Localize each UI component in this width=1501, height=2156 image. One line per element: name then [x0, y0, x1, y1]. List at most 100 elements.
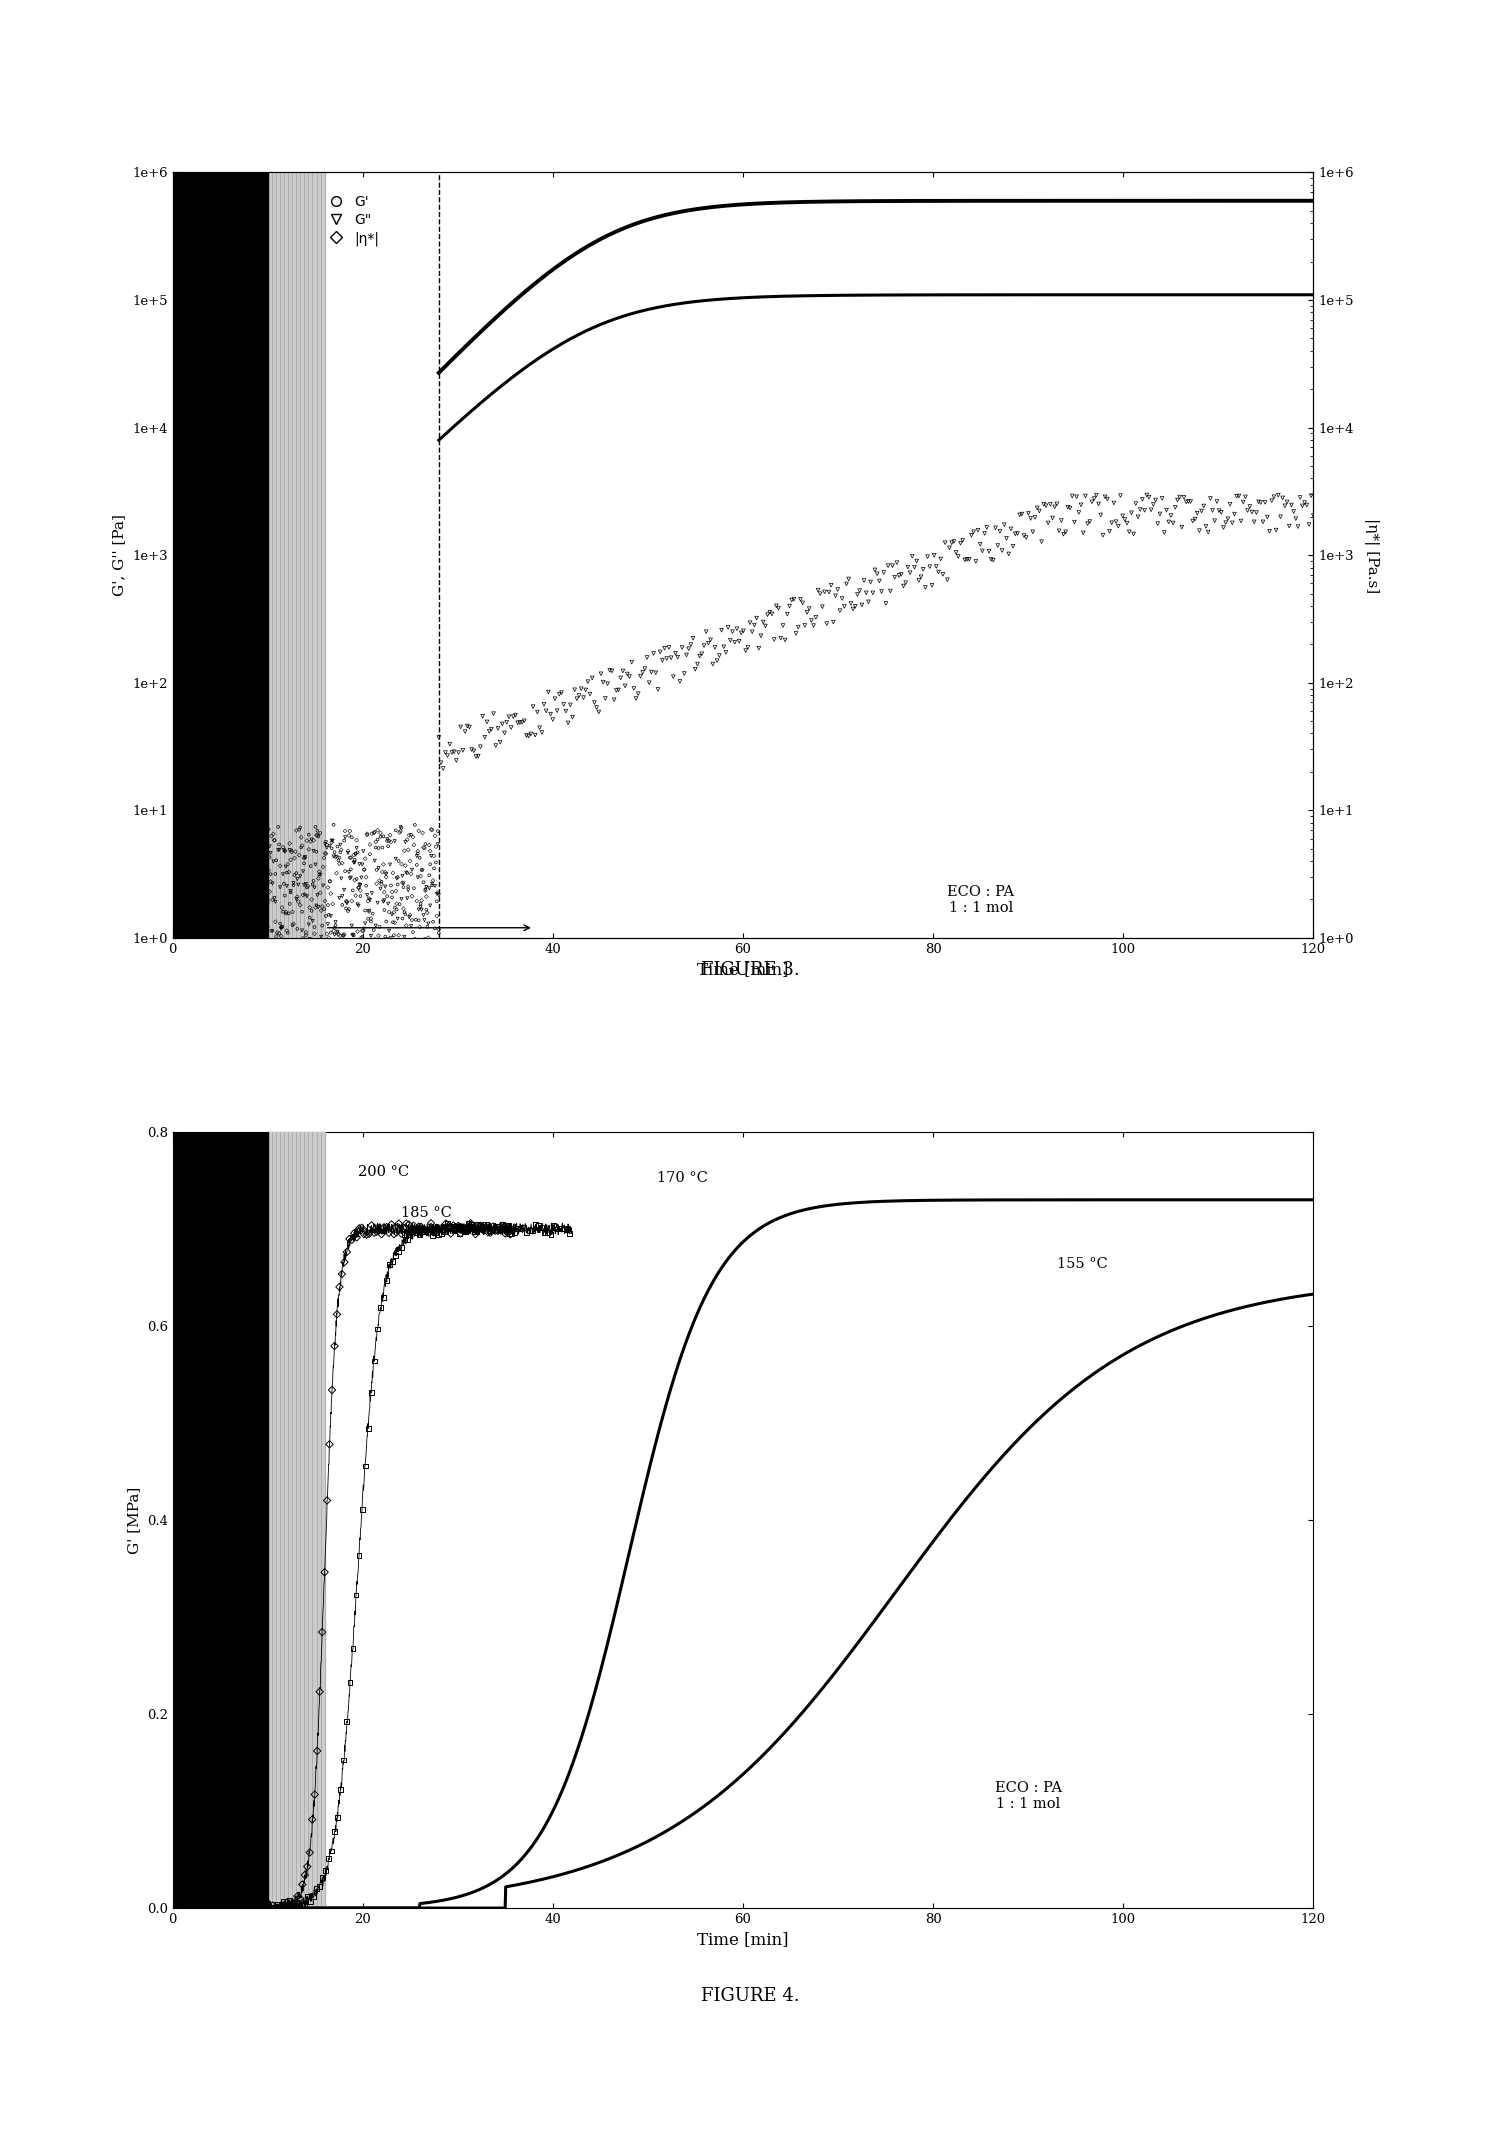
Point — [1117, 515, 1141, 550]
Point — [336, 893, 360, 927]
Point — [290, 830, 314, 865]
Point — [1190, 494, 1214, 528]
Point — [1054, 515, 1078, 550]
Point — [413, 873, 437, 908]
Point — [365, 852, 389, 886]
Point — [907, 563, 931, 597]
Point — [1253, 485, 1277, 520]
Point — [576, 664, 600, 699]
Point — [347, 867, 371, 901]
Point — [413, 923, 437, 957]
Point — [611, 653, 635, 688]
Point — [261, 1889, 285, 1923]
Point — [399, 1214, 423, 1248]
Point — [345, 830, 369, 865]
Point — [467, 740, 491, 774]
Point — [911, 552, 935, 586]
Point — [910, 561, 934, 595]
Point — [293, 839, 317, 873]
Point — [1058, 492, 1082, 526]
Point — [398, 925, 422, 959]
Point — [263, 824, 287, 858]
Point — [276, 847, 300, 882]
Point — [401, 819, 425, 854]
Point — [353, 1449, 377, 1483]
Point — [300, 867, 324, 901]
Point — [1301, 498, 1325, 533]
Point — [693, 614, 717, 649]
Point — [300, 821, 324, 856]
Point — [630, 655, 654, 690]
Point — [518, 1214, 542, 1248]
Point — [440, 735, 464, 770]
Point — [495, 1216, 519, 1250]
Point — [974, 511, 998, 545]
Point — [417, 1212, 441, 1246]
Point — [1258, 513, 1282, 548]
Point — [287, 884, 311, 918]
Point — [426, 912, 450, 946]
Point — [395, 856, 419, 890]
Point — [437, 1210, 461, 1244]
Point — [386, 860, 410, 895]
Point — [402, 953, 426, 987]
Point — [258, 1891, 282, 1925]
Point — [363, 923, 387, 957]
Point — [377, 923, 401, 957]
Point — [329, 925, 353, 959]
Point — [747, 632, 772, 666]
Point — [294, 824, 318, 858]
Point — [378, 847, 402, 882]
Point — [1178, 485, 1202, 520]
Point — [258, 830, 282, 865]
Point — [410, 893, 434, 927]
Point — [261, 925, 285, 959]
Point — [411, 899, 435, 934]
Point — [377, 914, 401, 949]
Point — [1064, 479, 1088, 513]
Point — [371, 951, 395, 985]
Point — [901, 539, 925, 573]
Point — [925, 550, 949, 584]
Point — [333, 854, 357, 888]
Point — [374, 1210, 398, 1244]
Point — [438, 727, 462, 761]
Point — [350, 847, 374, 882]
Point — [339, 908, 363, 942]
Point — [471, 1212, 495, 1246]
Point — [401, 957, 425, 992]
Point — [281, 895, 305, 929]
Point — [384, 886, 408, 921]
Point — [606, 673, 630, 707]
Point — [341, 918, 365, 953]
Point — [869, 573, 893, 608]
Point — [293, 841, 317, 875]
Point — [272, 925, 296, 959]
Point — [335, 886, 359, 921]
Point — [255, 882, 279, 916]
Point — [1222, 496, 1246, 530]
Point — [488, 724, 512, 759]
Point — [326, 1800, 350, 1835]
Point — [309, 923, 333, 957]
Point — [868, 563, 892, 597]
Point — [1069, 487, 1093, 522]
Point — [356, 884, 380, 918]
Point — [297, 908, 321, 942]
Point — [332, 916, 356, 951]
Point — [300, 882, 324, 916]
Point — [1238, 489, 1262, 524]
Point — [288, 1880, 312, 1915]
Point — [332, 944, 356, 979]
Point — [266, 931, 290, 966]
Point — [321, 914, 345, 949]
Point — [1244, 496, 1268, 530]
Point — [449, 709, 473, 744]
Point — [459, 1207, 483, 1242]
Point — [314, 884, 338, 918]
Point — [297, 1835, 321, 1869]
Y-axis label: |η*| [Pa.s]: |η*| [Pa.s] — [1364, 517, 1379, 593]
Point — [357, 882, 381, 916]
Point — [1010, 496, 1034, 530]
Point — [297, 901, 321, 936]
